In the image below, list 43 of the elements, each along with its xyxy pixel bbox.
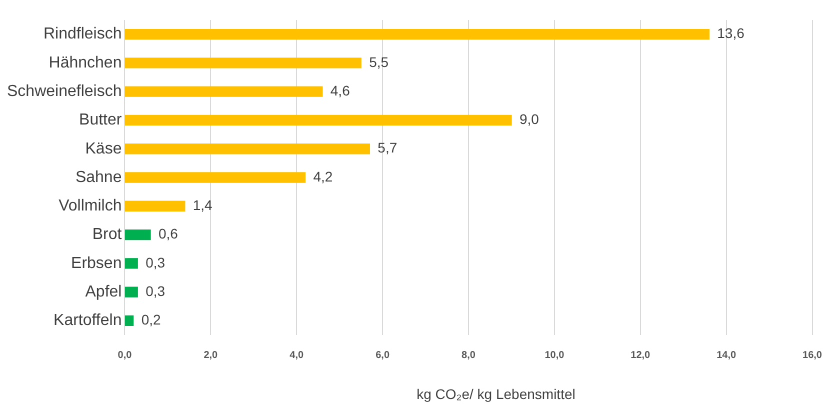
x-tick-label: 6,0 — [376, 350, 390, 361]
x-axis-title: kg CO₂e/ kg Lebensmittel — [416, 386, 576, 402]
bar — [124, 200, 186, 212]
bar — [124, 58, 362, 68]
y-tick-label: Hähnchen — [48, 54, 122, 72]
data-label: 5,7 — [378, 140, 398, 156]
x-tick-label: 16,0 — [802, 350, 822, 361]
y-tick-label: Kartoffeln — [54, 312, 122, 330]
x-tick-label: 14,0 — [716, 350, 736, 361]
data-label: 4,2 — [313, 168, 333, 184]
y-tick-label: Brot — [92, 226, 122, 244]
data-label: 0,6 — [158, 226, 178, 242]
bar — [124, 114, 512, 126]
bar — [124, 258, 138, 269]
bar — [124, 144, 370, 154]
y-tick-label: Schweinefleisch — [6, 82, 122, 100]
x-tick-label: 8,0 — [462, 350, 476, 361]
data-label: 0,3 — [146, 282, 166, 299]
bar — [124, 315, 134, 326]
x-tick-label: 2,0 — [204, 350, 218, 361]
data-label: 4,6 — [330, 82, 350, 98]
bar — [124, 86, 323, 97]
x-tick-label: 0,0 — [118, 350, 132, 361]
y-tick-label: Sahne — [75, 168, 122, 186]
y-tick-label: Vollmilch — [58, 198, 122, 215]
bar — [124, 172, 306, 183]
data-label: 0,2 — [141, 312, 161, 328]
x-tick-label: 10,0 — [544, 350, 565, 361]
y-tick-label: Butter — [79, 112, 122, 129]
data-label: 1,4 — [192, 196, 213, 213]
y-tick-label: Erbsen — [71, 254, 122, 272]
y-tick-label: Apfel — [85, 283, 122, 300]
data-label: 9,0 — [519, 111, 540, 128]
data-label: 5,5 — [369, 54, 389, 70]
bar — [124, 286, 138, 298]
y-tick-label: Rindfleisch — [43, 26, 122, 43]
y-tick-label: Käse — [85, 140, 122, 158]
data-label: 13,6 — [717, 25, 745, 42]
x-tick-label: 4,0 — [290, 350, 304, 361]
data-label: 0,3 — [146, 254, 166, 270]
x-tick-label: 12,0 — [630, 350, 651, 361]
bar — [124, 28, 710, 40]
bar — [124, 229, 151, 240]
